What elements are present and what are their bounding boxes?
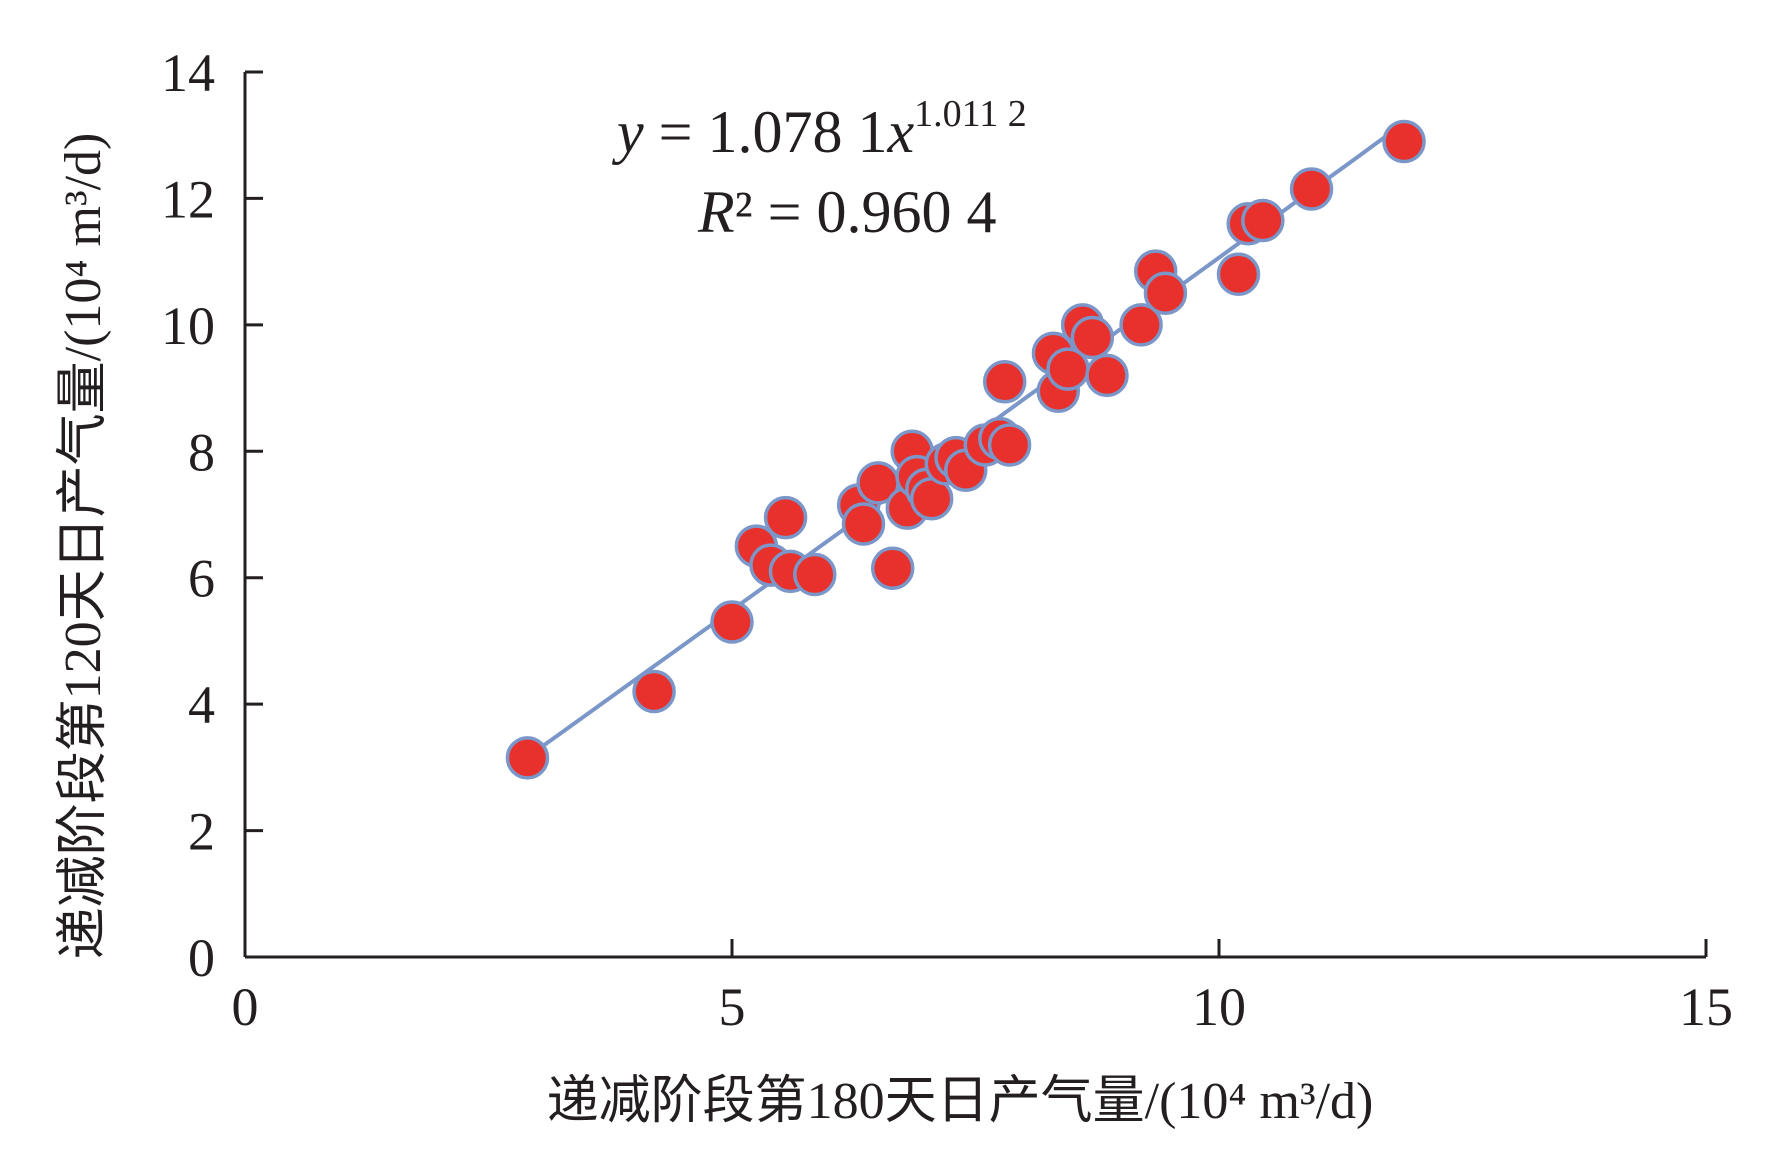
data-point — [1241, 198, 1285, 243]
r-squared-value: ² = 0.960 4 — [735, 179, 997, 245]
x-tick-label: 0 — [232, 977, 259, 1037]
data-point — [870, 546, 915, 590]
axes: 0 2 4 6 8 10 12 14 0 5 10 15 — [161, 43, 1733, 1037]
data-point — [763, 495, 808, 540]
data-point — [505, 736, 550, 780]
x-tick-label: 15 — [1679, 977, 1733, 1037]
y-tick-label: 6 — [188, 549, 215, 609]
eq-y-var: y — [611, 99, 644, 165]
eq-x-var: x — [886, 99, 914, 165]
y-tick-label: 14 — [161, 43, 215, 103]
eq-exponent: 1.011 2 — [914, 93, 1027, 135]
labels-layer: 递减阶段第180天日产气量/(10⁴ m³/d) 递减阶段第120天日产气量/(… — [55, 93, 1373, 1130]
r-squared-label: R² = 0.960 4 — [697, 179, 996, 245]
y-axis-title: 递减阶段第120天日产气量/(10⁴ m³/d) — [55, 133, 112, 960]
data-point — [1119, 303, 1163, 347]
r-var: R — [697, 179, 735, 245]
points-layer — [505, 119, 1426, 780]
data-point — [632, 669, 676, 714]
y-tick-label: 2 — [188, 802, 215, 862]
data-point — [982, 360, 1027, 404]
x-tick-label: 10 — [1192, 977, 1246, 1037]
data-point — [1216, 252, 1261, 297]
y-tick-label: 8 — [188, 422, 215, 482]
data-point — [1085, 353, 1129, 398]
data-point — [1070, 315, 1115, 360]
data-point — [841, 502, 886, 546]
regression-equation: y = 1.078 1x1.011 2 — [611, 93, 1027, 165]
data-point — [1289, 167, 1334, 211]
data-point — [987, 423, 1032, 467]
data-point — [1382, 119, 1426, 164]
y-tick-label: 4 — [188, 675, 215, 735]
y-tick-label: 0 — [188, 928, 215, 988]
data-point — [1143, 271, 1188, 315]
data-point — [793, 552, 837, 597]
eq-coefficient: = 1.078 1 — [644, 99, 888, 165]
y-tick-label: 12 — [161, 169, 215, 229]
y-tick-label: 10 — [161, 296, 215, 356]
data-point — [710, 600, 754, 644]
x-axis-title: 递减阶段第180天日产气量/(10⁴ m³/d) — [547, 1073, 1374, 1130]
x-tick-label: 5 — [719, 977, 746, 1037]
